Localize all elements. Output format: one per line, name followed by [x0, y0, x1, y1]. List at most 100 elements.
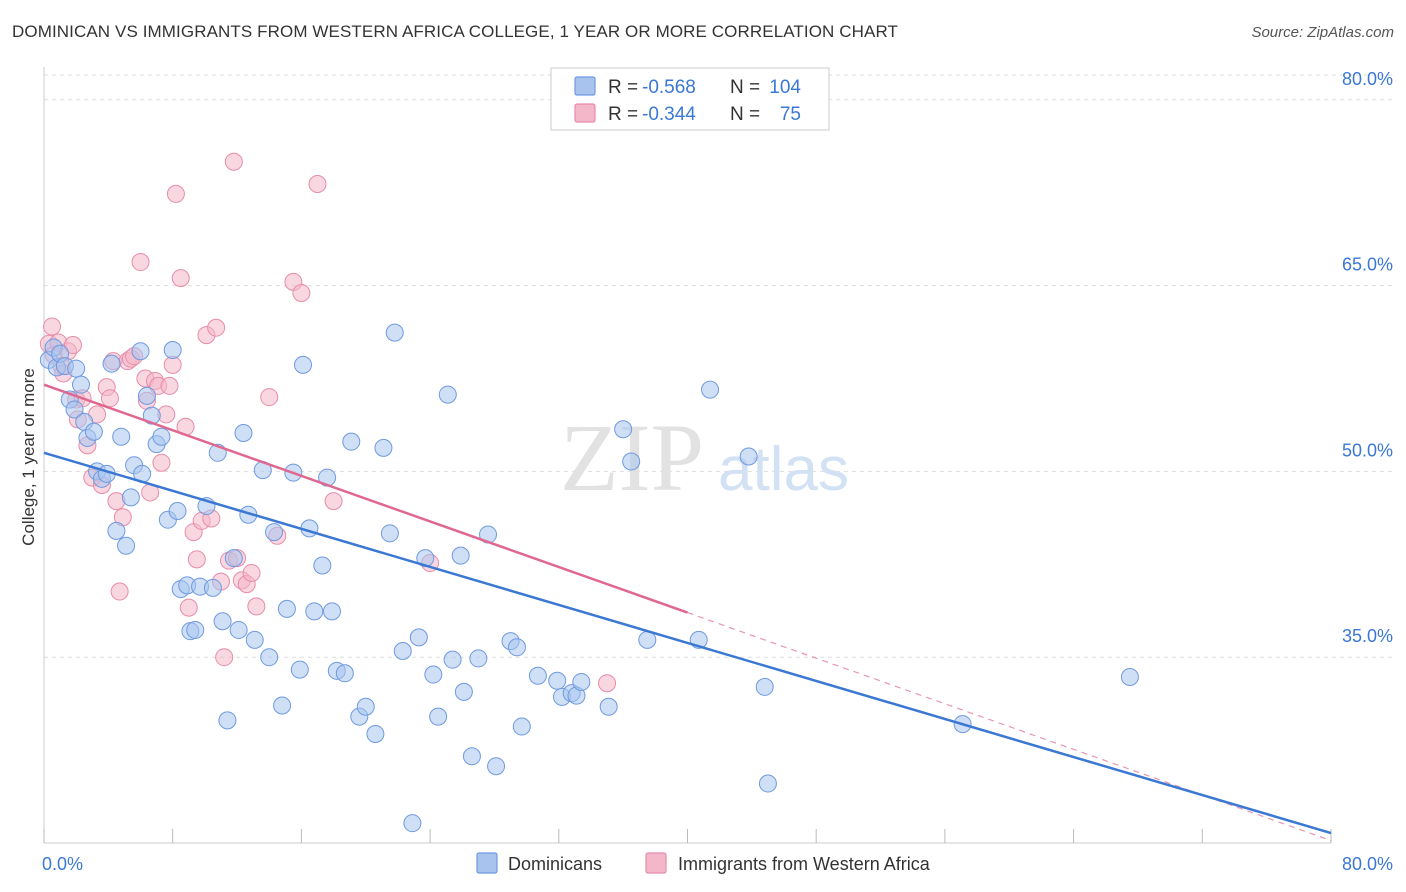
- legend-r-label-2: R =: [608, 104, 638, 125]
- data-point-western-africa: [187, 550, 206, 569]
- data-point-western-africa: [215, 648, 234, 667]
- trend-line-western-africa-extension: [687, 612, 1332, 842]
- x-tick-label-max: 80.0%: [1342, 854, 1393, 874]
- legend-bottom-swatch-western-africa: [645, 852, 667, 874]
- data-point-dominicans: [102, 354, 121, 373]
- data-point-dominicans: [224, 549, 243, 568]
- trend-line-western-africa: [43, 383, 688, 614]
- watermark: ZIP atlas: [560, 404, 849, 511]
- data-point-dominicans: [112, 427, 131, 446]
- data-point-dominicans: [218, 711, 237, 730]
- legend-bottom-label-western-africa: Immigrants from Western Africa: [678, 854, 931, 874]
- legend-swatch-western-africa: [574, 103, 596, 123]
- data-point-western-africa: [100, 389, 119, 408]
- data-point-dominicans: [203, 578, 222, 597]
- data-point-dominicans: [342, 432, 361, 451]
- data-point-dominicans: [548, 671, 567, 690]
- data-point-dominicans: [424, 665, 443, 684]
- data-point-dominicans: [393, 642, 412, 660]
- data-point-dominicans: [599, 697, 618, 716]
- legend-n-value-2: 75: [780, 104, 801, 125]
- data-point-dominicans: [622, 452, 641, 471]
- legend-r-label-1: R =: [608, 77, 638, 98]
- data-point-dominicans: [72, 375, 91, 394]
- data-point-dominicans: [277, 599, 296, 618]
- y-axis-label: College, 1 year or more: [19, 368, 38, 546]
- data-point-dominicans: [245, 630, 264, 649]
- data-point-dominicans: [186, 620, 205, 639]
- data-point-dominicans: [67, 359, 86, 378]
- y-tick-label: 35.0%: [1342, 626, 1393, 646]
- data-point-dominicans: [265, 523, 284, 542]
- data-point-dominicans: [168, 502, 187, 521]
- data-point-dominicans: [137, 386, 156, 405]
- data-point-dominicans: [131, 342, 150, 361]
- data-point-dominicans: [65, 400, 84, 419]
- data-point-dominicans: [758, 774, 777, 793]
- data-point-dominicans: [290, 660, 309, 679]
- data-point-dominicans: [487, 757, 506, 776]
- legend-r-value-1: -0.568: [642, 77, 696, 98]
- data-point-western-africa: [207, 318, 226, 337]
- legend-r-value-2: -0.344: [642, 104, 696, 125]
- data-point-dominicans: [572, 672, 591, 691]
- data-point-dominicans: [121, 488, 140, 507]
- data-point-western-africa: [166, 184, 185, 203]
- data-point-dominicans: [429, 707, 448, 726]
- data-point-dominicans: [512, 717, 531, 736]
- chart-title: DOMINICAN VS IMMIGRANTS FROM WESTERN AFR…: [12, 22, 898, 41]
- data-point-dominicans: [322, 602, 341, 621]
- data-point-western-africa: [308, 175, 327, 194]
- series-dominicans-points: [39, 323, 1139, 833]
- data-point-western-africa: [224, 152, 243, 171]
- y-tick-label: 65.0%: [1342, 255, 1393, 275]
- data-point-western-africa: [260, 388, 279, 407]
- legend-bottom-swatch-dominicans: [476, 852, 498, 874]
- data-point-western-africa: [152, 453, 171, 472]
- y-tick-label: 80.0%: [1342, 69, 1393, 89]
- chart-source: Source: ZipAtlas.com: [1251, 24, 1394, 41]
- data-point-dominicans: [313, 556, 332, 575]
- data-point-dominicans: [403, 814, 422, 833]
- data-point-dominicans: [366, 724, 385, 743]
- x-tick-label-min: 0.0%: [42, 854, 83, 874]
- data-point-dominicans: [507, 638, 526, 657]
- legend-n-label-1: N =: [730, 77, 760, 98]
- data-point-dominicans: [163, 340, 182, 359]
- legend-n-label-2: N =: [730, 104, 760, 125]
- legend-bottom-label-dominicans: Dominicans: [508, 854, 602, 874]
- data-point-dominicans: [385, 323, 404, 342]
- data-point-dominicans: [528, 666, 547, 685]
- data-point-dominicans: [234, 423, 253, 442]
- trend-line-dominicans: [43, 451, 1332, 835]
- data-point-dominicans: [294, 355, 313, 374]
- data-point-dominicans: [438, 385, 457, 404]
- data-point-western-africa: [110, 582, 129, 601]
- data-point-western-africa: [247, 597, 266, 616]
- legend-swatch-dominicans: [574, 76, 596, 96]
- data-point-dominicans: [107, 521, 126, 540]
- data-point-dominicans: [701, 380, 720, 399]
- data-point-dominicans: [213, 612, 232, 631]
- data-point-dominicans: [305, 602, 324, 621]
- data-point-dominicans: [356, 697, 375, 716]
- trend-lines: [43, 383, 1332, 842]
- y-tick-label: 50.0%: [1342, 440, 1393, 460]
- data-point-dominicans: [454, 682, 473, 701]
- data-point-dominicans: [614, 420, 633, 439]
- data-point-western-africa: [171, 269, 190, 288]
- data-point-dominicans: [409, 628, 428, 647]
- data-point-dominicans: [84, 422, 103, 441]
- data-point-western-africa: [324, 492, 343, 511]
- data-point-western-africa: [160, 376, 179, 395]
- legend-stats: R = -0.568 N = 104 R = -0.344 N = 75: [550, 67, 830, 131]
- axes: [43, 67, 1332, 844]
- data-point-dominicans: [374, 438, 393, 457]
- data-point-dominicans: [755, 677, 774, 696]
- data-point-dominicans: [451, 546, 470, 565]
- data-point-dominicans: [152, 427, 171, 446]
- tick-labels: 35.0% 50.0% 65.0% 80.0% 0.0% 80.0%: [42, 69, 1393, 874]
- data-point-western-africa: [63, 336, 82, 355]
- data-point-dominicans: [1120, 668, 1139, 687]
